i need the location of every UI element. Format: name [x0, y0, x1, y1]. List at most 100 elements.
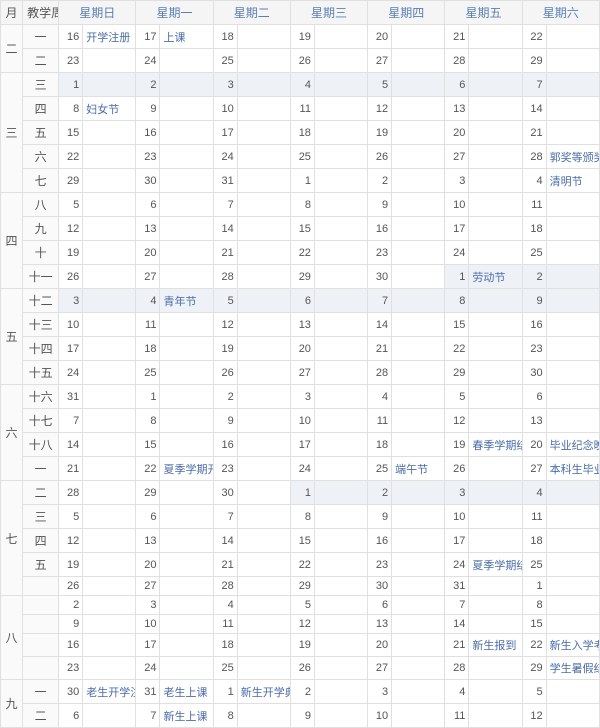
day-cell: 13: [445, 97, 469, 121]
event-cell: [392, 169, 445, 193]
event-cell: [160, 553, 213, 577]
event-cell: [469, 385, 522, 409]
day-cell: 21: [213, 241, 237, 265]
event-cell: [314, 385, 367, 409]
week-cell: 十三: [23, 313, 59, 337]
day-cell: 7: [213, 193, 237, 217]
day-cell: 1: [136, 385, 160, 409]
day-cell: 24: [213, 145, 237, 169]
day-cell: 28: [59, 481, 83, 505]
week-cell: [23, 596, 59, 615]
event-cell: [83, 313, 136, 337]
event-cell: [392, 73, 445, 97]
day-cell: 10: [59, 313, 83, 337]
table-row: 十三10111213141516: [1, 313, 600, 337]
day-cell: 29: [522, 49, 546, 73]
event-cell: [83, 361, 136, 385]
day-cell: 30: [136, 169, 160, 193]
day-cell: 12: [59, 217, 83, 241]
week-cell: 二: [23, 704, 59, 728]
day-cell: 28: [213, 265, 237, 289]
day-cell: 17: [136, 634, 160, 657]
header-sun: 星期日: [59, 1, 136, 25]
event-cell: [469, 615, 522, 634]
day-cell: 24: [445, 241, 469, 265]
day-cell: 4: [368, 385, 392, 409]
week-cell: 十: [23, 241, 59, 265]
table-row: 四八567891011: [1, 193, 600, 217]
day-cell: 6: [136, 505, 160, 529]
week-cell: 十八: [23, 433, 59, 457]
event-cell: [546, 553, 599, 577]
month-cell: 二: [1, 25, 23, 73]
day-cell: 20: [368, 25, 392, 49]
day-cell: 4: [445, 680, 469, 704]
day-cell: 16: [213, 433, 237, 457]
header-mon: 星期一: [136, 1, 213, 25]
event-cell: [546, 529, 599, 553]
header-month: 月: [1, 1, 23, 25]
day-cell: 12: [522, 704, 546, 728]
day-cell: 16: [59, 25, 83, 49]
event-cell: [83, 505, 136, 529]
event-cell: 新生报到: [469, 634, 522, 657]
event-cell: [160, 433, 213, 457]
week-cell: 四: [23, 529, 59, 553]
day-cell: 3: [445, 169, 469, 193]
table-row: 二67新生上课89101112: [1, 704, 600, 728]
event-cell: [237, 361, 290, 385]
day-cell: 30: [522, 361, 546, 385]
day-cell: 19: [368, 121, 392, 145]
event-cell: [392, 217, 445, 241]
event-cell: [160, 657, 213, 680]
day-cell: 8: [522, 596, 546, 615]
event-cell: [392, 313, 445, 337]
event-cell: [314, 433, 367, 457]
day-cell: 21: [445, 634, 469, 657]
day-cell: 2: [368, 481, 392, 505]
day-cell: 22: [290, 241, 314, 265]
day-cell: 13: [136, 217, 160, 241]
table-row: 六22232425262728郭奖等颁奖典礼: [1, 145, 600, 169]
event-cell: [237, 481, 290, 505]
event-cell: [314, 577, 367, 596]
table-row: 十19202122232425: [1, 241, 600, 265]
event-cell: 青年节: [160, 289, 213, 313]
day-cell: 31: [213, 169, 237, 193]
event-cell: [469, 25, 522, 49]
event-cell: 清明节: [546, 169, 599, 193]
event-cell: [546, 217, 599, 241]
day-cell: 2: [290, 680, 314, 704]
day-cell: 29: [290, 577, 314, 596]
event-cell: [237, 73, 290, 97]
day-cell: 18: [290, 121, 314, 145]
day-cell: 31: [136, 680, 160, 704]
event-cell: [237, 193, 290, 217]
event-cell: 老生开学注册: [83, 680, 136, 704]
event-cell: [160, 596, 213, 615]
calendar-table: 月 教学周 星期日 星期一 星期二 星期三 星期四 星期五 星期六 二一16开学…: [0, 0, 600, 728]
event-cell: 上课: [160, 25, 213, 49]
event-cell: [469, 169, 522, 193]
event-cell: [314, 634, 367, 657]
week-cell: [23, 634, 59, 657]
day-cell: 10: [213, 97, 237, 121]
event-cell: [314, 553, 367, 577]
header-fri: 星期五: [445, 1, 522, 25]
event-cell: [392, 265, 445, 289]
day-cell: 17: [445, 217, 469, 241]
event-cell: [392, 289, 445, 313]
day-cell: 9: [59, 615, 83, 634]
event-cell: [237, 169, 290, 193]
day-cell: 17: [59, 337, 83, 361]
day-cell: 3: [445, 481, 469, 505]
day-cell: 16: [522, 313, 546, 337]
month-cell: 七: [1, 481, 23, 596]
day-cell: 23: [213, 457, 237, 481]
day-cell: 19: [213, 337, 237, 361]
day-cell: 20: [445, 121, 469, 145]
day-cell: 21: [522, 121, 546, 145]
day-cell: 19: [290, 25, 314, 49]
event-cell: [237, 313, 290, 337]
week-cell: 八: [23, 193, 59, 217]
